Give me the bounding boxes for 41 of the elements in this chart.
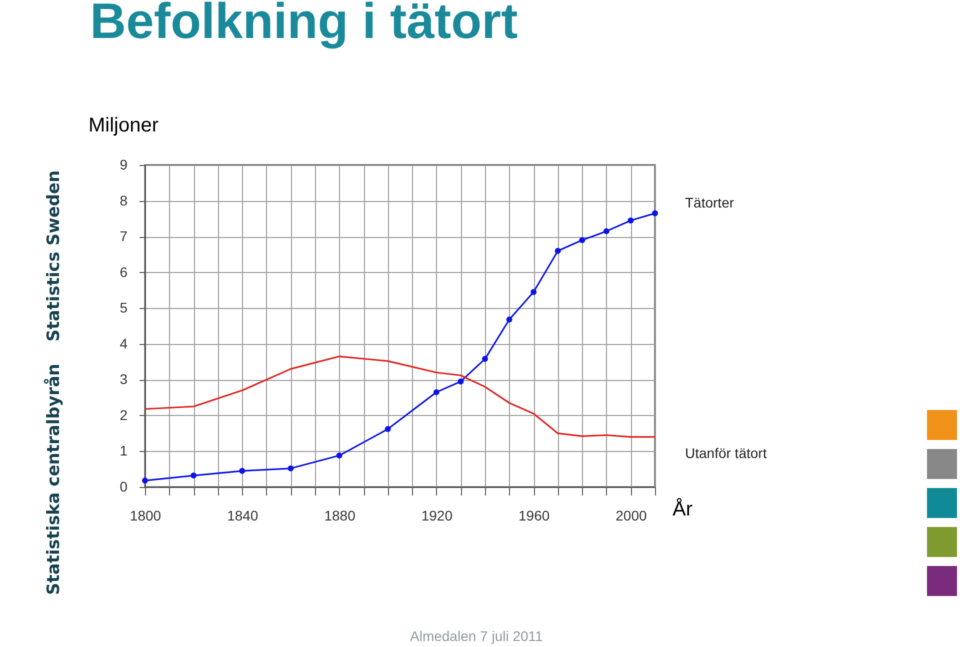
point — [384, 426, 391, 432]
x-tick-label: 1880 — [324, 508, 356, 524]
chart-title: Befolkning i tätort — [90, 0, 518, 50]
point — [142, 478, 148, 484]
y-tick-label: 2 — [120, 406, 128, 423]
point — [579, 237, 586, 244]
x-tick-label: 1920 — [421, 508, 453, 524]
point — [433, 389, 440, 396]
x-tick-label: 1960 — [518, 508, 550, 524]
text: Statistiska centralbyrån — [44, 364, 64, 595]
point — [482, 356, 488, 362]
y-tick-label: 0 — [120, 478, 128, 494]
point — [628, 217, 634, 224]
y-tick-label: 3 — [120, 371, 128, 388]
point — [530, 289, 537, 296]
y-tick-label: 7 — [120, 228, 128, 244]
point — [458, 378, 464, 384]
text: Utanför tätort — [685, 444, 767, 461]
point — [239, 468, 246, 474]
point — [336, 452, 342, 459]
text: Statistics Sweden — [44, 170, 64, 342]
x-tick-label: 2000 — [616, 508, 647, 524]
y-tick-label: 9 — [120, 156, 128, 172]
x-tick-label: 1800 — [130, 508, 162, 524]
point — [190, 472, 197, 479]
y-tick-label: 1 — [120, 442, 128, 459]
text: Almedalen 7 juli 2011 — [410, 628, 543, 644]
x-axis-title: År — [672, 498, 693, 520]
point — [652, 210, 658, 216]
y-tick-label: 6 — [120, 264, 128, 280]
x-tick-label: 1840 — [227, 508, 258, 524]
y-axis-title: Miljoner — [88, 114, 159, 136]
point — [506, 316, 512, 323]
point — [288, 465, 294, 472]
y-tick-label: 5 — [120, 300, 128, 316]
point — [554, 248, 561, 254]
line-series — [144, 356, 656, 438]
point — [603, 228, 610, 234]
series-label: Tätorter — [685, 194, 734, 210]
y-tick-label: 8 — [120, 192, 128, 208]
y-tick-label: 4 — [120, 335, 128, 352]
